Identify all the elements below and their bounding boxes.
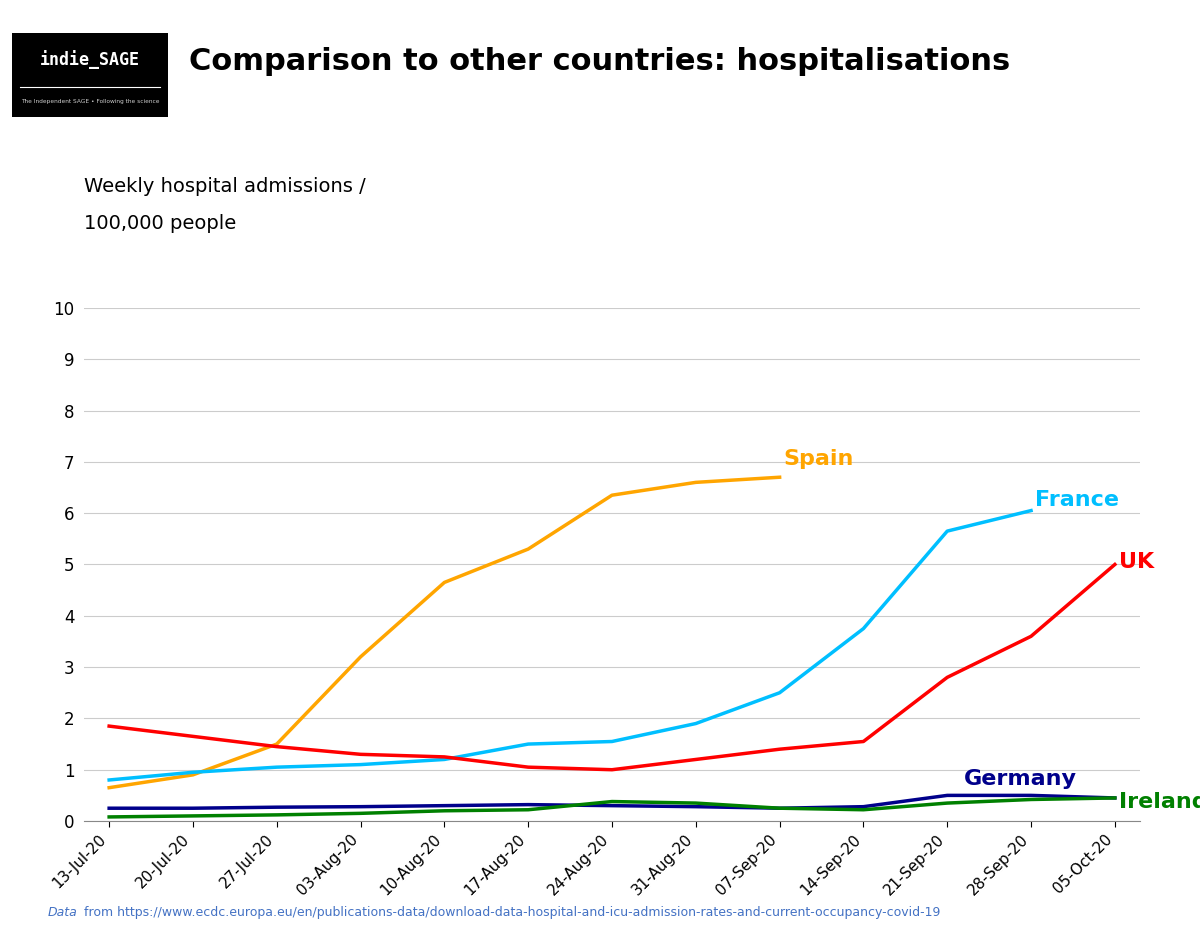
Text: Spain: Spain: [784, 450, 854, 469]
Text: from https://www.ecdc.europa.eu/en/publications-data/download-data-hospital-and-: from https://www.ecdc.europa.eu/en/publi…: [84, 906, 941, 919]
Text: 100,000 people: 100,000 people: [84, 215, 236, 233]
Text: France: France: [1036, 491, 1120, 510]
Text: indie_SAGE: indie_SAGE: [40, 50, 140, 69]
Text: Comparison to other countries: hospitalisations: Comparison to other countries: hospitali…: [190, 47, 1010, 76]
Text: Ireland: Ireland: [1120, 791, 1200, 812]
Text: Data: Data: [48, 906, 78, 919]
Text: Germany: Germany: [964, 769, 1078, 789]
Text: Weekly hospital admissions /: Weekly hospital admissions /: [84, 177, 366, 196]
Text: UK: UK: [1120, 552, 1154, 572]
Text: The Independent SAGE • Following the science: The Independent SAGE • Following the sci…: [20, 99, 160, 104]
